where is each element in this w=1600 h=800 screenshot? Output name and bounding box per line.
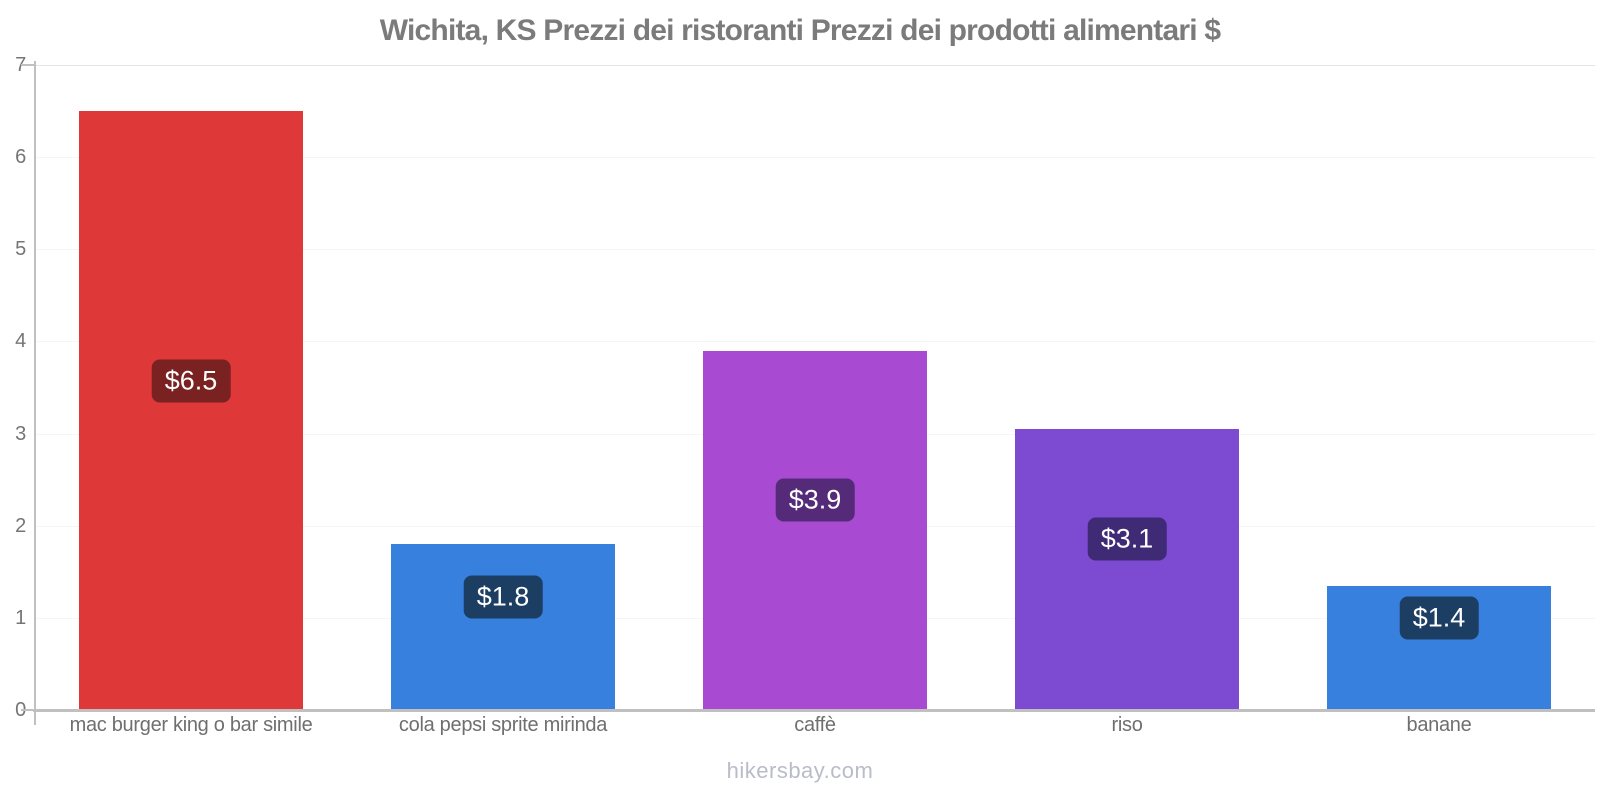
y-axis-tick-mark bbox=[21, 64, 34, 66]
y-axis-tick-label: 5 bbox=[15, 238, 26, 261]
bar-value-badge: $6.5 bbox=[151, 359, 231, 403]
y-axis-tick-label: 1 bbox=[15, 606, 26, 629]
gridline bbox=[35, 249, 1595, 251]
y-axis-tick-label: 4 bbox=[15, 330, 26, 353]
gridline bbox=[35, 341, 1595, 343]
bar-value-badge: $3.1 bbox=[1087, 517, 1167, 561]
y-axis-tick-mark bbox=[21, 709, 34, 711]
x-axis-category-label: caffè bbox=[794, 714, 836, 736]
plot-area: $6.5 $1.8 $3.9 $3.1 $1.4 bbox=[35, 65, 1595, 710]
x-axis-category-label: riso bbox=[1111, 714, 1143, 736]
y-axis-tick-label: 0 bbox=[0, 699, 26, 721]
x-axis-category-label: cola pepsi sprite mirinda bbox=[398, 714, 608, 736]
chart-title: Wichita, KS Prezzi dei ristoranti Prezzi… bbox=[379, 14, 1221, 47]
y-axis-tick-label: 2 bbox=[15, 514, 26, 537]
x-axis-line bbox=[33, 709, 1595, 712]
x-axis-category-label: banane bbox=[1406, 714, 1472, 736]
watermark-text: hikersbay.com bbox=[726, 758, 874, 783]
y-axis-tick-label: 3 bbox=[15, 422, 26, 445]
gridline bbox=[35, 157, 1595, 159]
bar[interactable]: $1.4 bbox=[1327, 585, 1551, 710]
y-axis-tick-label: 7 bbox=[0, 54, 26, 76]
bar[interactable]: $1.8 bbox=[391, 544, 615, 710]
gridline bbox=[35, 65, 1595, 66]
bar-value-badge: $1.8 bbox=[463, 575, 543, 619]
bar[interactable]: $6.5 bbox=[79, 111, 303, 710]
bar[interactable]: $3.9 bbox=[703, 350, 927, 710]
bar-value-badge: $1.4 bbox=[1399, 596, 1479, 640]
bar-value-badge: $3.9 bbox=[775, 478, 855, 522]
y-axis-tick-label: 6 bbox=[15, 146, 26, 169]
y-axis-line bbox=[34, 61, 36, 725]
x-axis-category-label: mac burger king o bar simile bbox=[69, 714, 313, 736]
bar[interactable]: $3.1 bbox=[1015, 428, 1239, 710]
